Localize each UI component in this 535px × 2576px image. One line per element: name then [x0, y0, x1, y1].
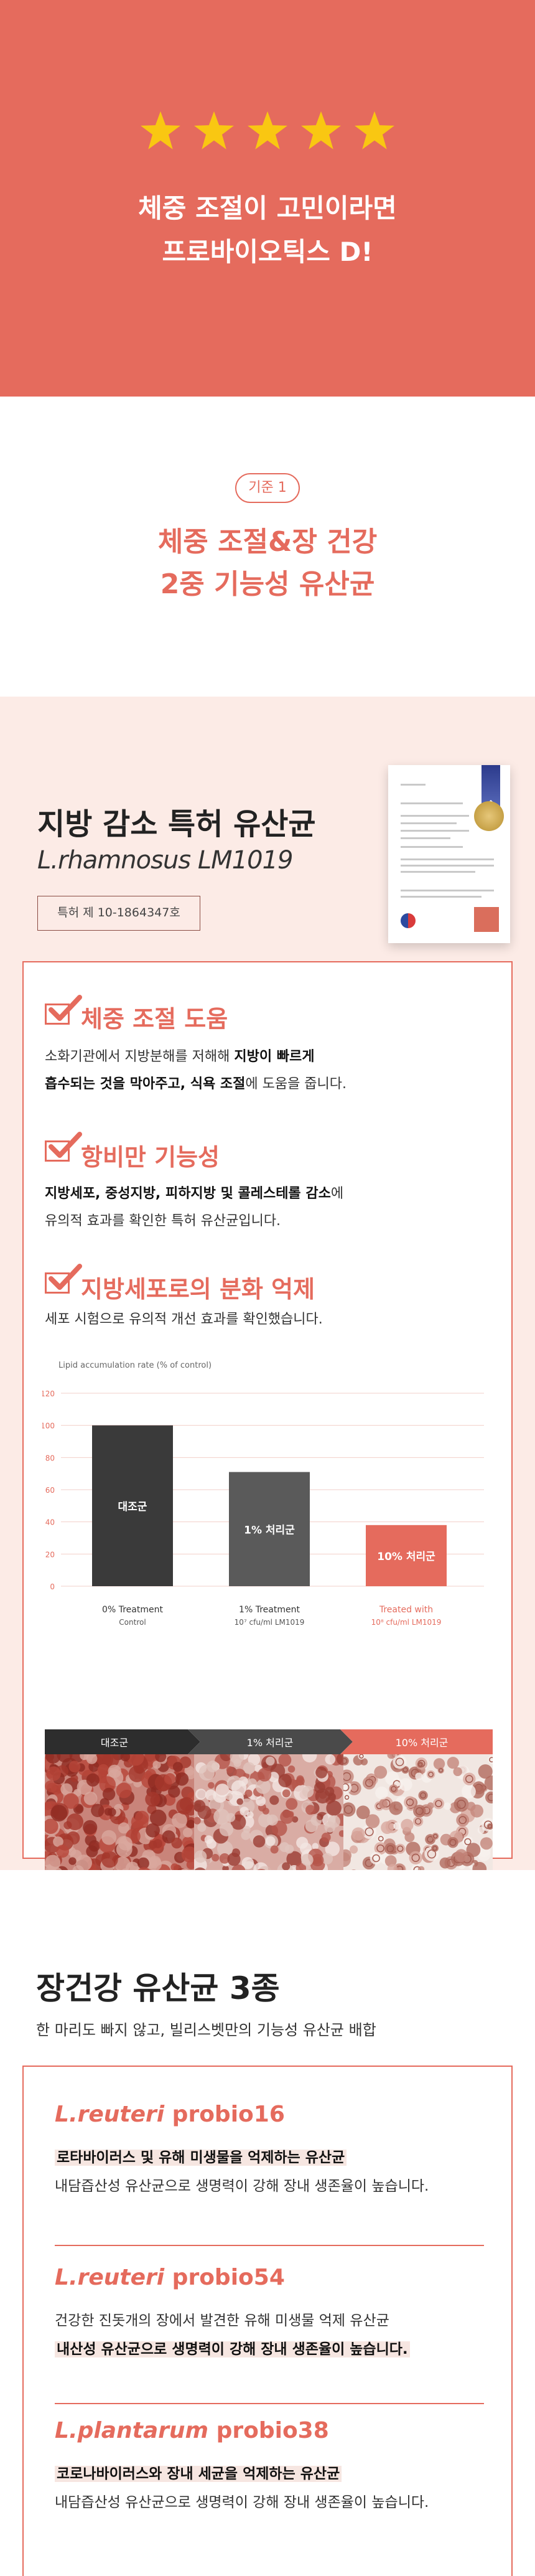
feature-title-2: 항비만 기능성: [81, 1144, 220, 1171]
rating-stars: [0, 110, 535, 152]
chart-bar-label: 대조군: [118, 1501, 147, 1513]
feature-title-3: 지방세포로의 분화 억제: [81, 1276, 315, 1303]
criterion-badge: 기준 1: [235, 473, 300, 503]
check-icon: [45, 1132, 82, 1162]
patent-section: 지방 감소 특허 유산균 L.rhamnosus LM1019 특허 제 10-…: [0, 697, 535, 1886]
star-icon: [355, 111, 394, 149]
patent-certificate-image: [388, 765, 510, 943]
chart-y-tick: 80: [45, 1454, 55, 1462]
hero-banner: 체중 조절이 고민이라면 프로바이오틱스 D!: [0, 0, 535, 397]
feature-title-1: 체중 조절 도움: [81, 1005, 228, 1033]
strain-line-1: 코로나바이러스와 장내 세균을 억제하는 유산균: [55, 2466, 342, 2482]
chart-y-tick: 100: [42, 1422, 55, 1431]
strain-name: L.reuteri probio16: [55, 2102, 285, 2127]
micro-label-10pct: 10% 처리군: [396, 1737, 449, 1749]
strain-item-probio54: L.reuteri probio54 건강한 진돗개의 장에서 발견한 유해 미…: [55, 2265, 490, 2364]
chart-y-tick: 0: [50, 1582, 55, 1591]
strain-line-2: 내담즙산성 유산균으로 생명력이 강해 장내 생존율이 높습니다.: [55, 2178, 429, 2194]
chart-bar-label: 10% 처리군: [377, 1551, 435, 1563]
chart-x-label: 1% Treatment: [239, 1605, 300, 1615]
hero-line-2: 프로바이오틱스 D!: [162, 237, 373, 267]
star-icon: [141, 111, 180, 149]
micrograph-control-image: [39, 1746, 200, 1884]
check-icon: [45, 995, 82, 1025]
strain-divider: [55, 2403, 484, 2404]
strain-name: L.reuteri probio54: [55, 2265, 285, 2290]
feature-desc-2: 지방세포, 중성지방, 피하지방 및 콜레스테롤 감소에 유의적 효과를 확인한…: [45, 1186, 344, 1229]
strain-item-probio16: L.reuteri probio16 로타바이러스 및 유해 미생물을 억제하는…: [55, 2102, 490, 2201]
chart-x-sublabel: 10⁸ cfu/ml LM1019: [371, 1618, 442, 1627]
certificate-emblem-icon: [401, 913, 416, 928]
certificate-seal-icon: [474, 801, 504, 831]
patent-number-badge: 특허 제 10-1864347호: [37, 896, 200, 931]
chart-x-label: 0% Treatment: [102, 1605, 163, 1615]
feature-desc-1: 소화기관에서 지방분해를 저해해 지방이 빠르게 흡수되는 것을 막아주고, 식…: [45, 1049, 347, 1092]
patent-feature-box: 체중 조절 도움 소화기관에서 지방분해를 저해해 지방이 빠르게 흡수되는 것…: [22, 961, 513, 1886]
feature-desc-3: 세포 시험으로 유의적 개선 효과를 확인했습니다.: [45, 1312, 323, 1327]
chart-bar: [366, 1525, 447, 1586]
micro-label-control: 대조군: [101, 1737, 128, 1749]
strain-line-2: 내산성 유산균으로 생명력이 강해 장내 생존율이 높습니다.: [55, 2341, 410, 2357]
criterion-line-2: 2중 기능성 유산균: [160, 568, 375, 600]
strains-section: 장건강 유산균 3종 한 마리도 빠지 않고, 빌리스벳만의 기능성 유산균 배…: [0, 1870, 535, 2576]
micrograph-1pct-image: [191, 1747, 349, 1886]
chart-bar: [229, 1472, 310, 1586]
hero-line-1: 체중 조절이 고민이라면: [138, 193, 397, 223]
strains-heading: 장건강 유산균 3종: [36, 1970, 280, 2006]
patent-strain-name: L.rhamnosus LM1019: [37, 846, 293, 875]
chart-x-sublabel: 10⁷ cfu/ml LM1019: [235, 1618, 305, 1627]
micro-label-1pct: 1% 처리군: [247, 1737, 294, 1749]
star-icon: [194, 111, 234, 149]
micrograph-10pct-image: [336, 1749, 500, 1881]
star-icon: [301, 111, 341, 149]
strain-item-probio38: L.plantarum probio38 코로나바이러스와 장내 세균을 억제하…: [55, 2418, 490, 2517]
lipid-accumulation-chart: 0 20 40 60 80 100 120 대조군 0% Treatment Control 1% …: [42, 1389, 484, 1627]
micro-label-strip: 대조군 1% 처리군 10% 처리군: [45, 1729, 493, 1754]
chart-bar-label: 1% 처리군: [244, 1524, 295, 1536]
chart-x-label: Treated with: [379, 1605, 433, 1615]
strain-line-1: 로타바이러스 및 유해 미생물을 억제하는 유산균: [55, 2150, 347, 2166]
star-icon: [248, 111, 287, 149]
chart-x-sublabel: Control: [119, 1618, 146, 1627]
strains-subtitle: 한 마리도 빠지 않고, 빌리스벳만의 기능성 유산균 배합: [36, 2021, 376, 2039]
chart-y-tick: 120: [42, 1389, 55, 1398]
strain-line-2: 내담즙산성 유산균으로 생명력이 강해 장내 생존율이 높습니다.: [55, 2494, 429, 2511]
strain-line-1: 건강한 진돗개의 장에서 발견한 유해 미생물 억제 유산균: [55, 2313, 389, 2329]
chart-y-tick: 20: [45, 1550, 55, 1559]
chart-bar: [92, 1425, 173, 1586]
strains-box: L.reuteri probio16 로타바이러스 및 유해 미생물을 억제하는…: [22, 2066, 513, 2576]
certificate-stamp-icon: [474, 907, 499, 932]
criterion-section: 기준 1 체중 조절&장 건강 2중 기능성 유산균: [0, 397, 535, 697]
chart-y-tick: 40: [45, 1518, 55, 1527]
hero-title: 체중 조절이 고민이라면 프로바이오틱스 D!: [0, 187, 535, 274]
patent-heading: 지방 감소 특허 유산균: [37, 807, 316, 842]
chart-y-tick: 60: [45, 1486, 55, 1495]
strain-name: L.plantarum probio38: [55, 2418, 329, 2443]
criterion-title: 체중 조절&장 건강 2중 기능성 유산균: [0, 521, 535, 606]
strain-divider: [55, 2245, 484, 2246]
criterion-line-1: 체중 조절&장 건강: [157, 526, 378, 558]
check-icon: [45, 1264, 82, 1294]
chart-y-axis-label: Lipid accumulation rate (% of control): [58, 1361, 212, 1370]
